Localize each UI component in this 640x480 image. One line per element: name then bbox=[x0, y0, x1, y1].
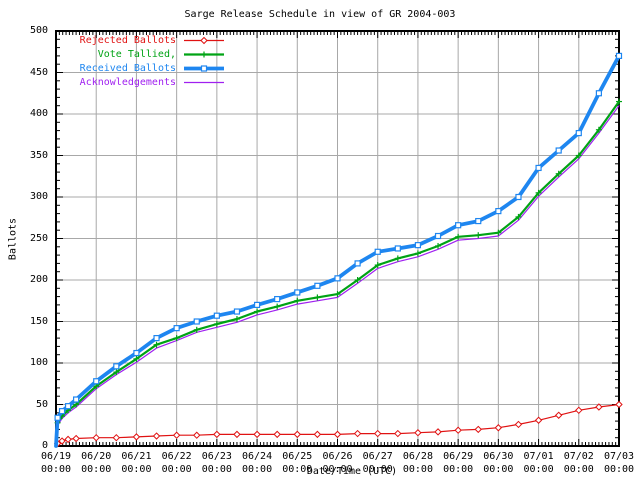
x-tick-time: 00:00 bbox=[40, 464, 72, 475]
x-tick-date: 07/02 bbox=[563, 451, 594, 462]
x-tick-time: 00:00 bbox=[443, 464, 474, 475]
x-axis-label: Date/Time (UTC) bbox=[306, 466, 398, 477]
x-tick-date: 06/21 bbox=[121, 451, 152, 462]
x-tick-time: 00:00 bbox=[242, 464, 273, 475]
x-tick-time: 00:00 bbox=[362, 464, 393, 475]
chart-title: Sarge Release Schedule in view of GR 200… bbox=[184, 9, 456, 20]
legend-item: Rejected Ballots bbox=[76, 34, 224, 47]
x-tick-date: 06/27 bbox=[362, 451, 393, 462]
x-tick-date: 06/25 bbox=[282, 451, 313, 462]
x-tick-label: 07/02 00:00 bbox=[557, 450, 601, 476]
series-rejected-ballots bbox=[53, 400, 623, 448]
series-acknowledgements bbox=[55, 105, 620, 447]
legend-label: Acknowledgements bbox=[79, 77, 176, 88]
legend-item: Acknowledgements bbox=[76, 76, 224, 89]
y-tick-label: 350 bbox=[29, 149, 48, 161]
x-tick-time: 00:00 bbox=[121, 464, 152, 475]
series-vote-tallied bbox=[54, 98, 622, 448]
legend-line-sample bbox=[184, 36, 224, 45]
axis-tics bbox=[55, 30, 620, 447]
x-tick-time: 00:00 bbox=[563, 464, 594, 475]
y-tick-label: 500 bbox=[29, 25, 48, 36]
x-tick-time: 00:00 bbox=[603, 464, 635, 475]
y-tick-label: 450 bbox=[29, 66, 48, 78]
x-tick-label: 06/23 00:00 bbox=[195, 450, 239, 476]
x-tick-date: 07/03 bbox=[603, 451, 635, 462]
x-tick-label: 06/19 00:00 bbox=[34, 450, 78, 476]
x-tick-label: 06/29 00:00 bbox=[436, 450, 480, 476]
x-tick-date: 07/01 bbox=[523, 451, 554, 462]
x-tick-date: 06/29 bbox=[443, 451, 474, 462]
y-tick-label: 0 bbox=[41, 440, 48, 451]
x-tick-date: 06/23 bbox=[201, 451, 232, 462]
x-tick-label: 06/25 00:00 bbox=[275, 450, 319, 476]
x-tick-time: 00:00 bbox=[161, 464, 192, 475]
x-tick-time: 00:00 bbox=[322, 464, 353, 475]
x-tick-label: 06/30 00:00 bbox=[476, 450, 520, 476]
x-tick-time: 00:00 bbox=[483, 464, 514, 475]
x-tick-time: 00:00 bbox=[402, 464, 433, 475]
x-tick-label: 06/27 00:00 bbox=[356, 450, 400, 476]
x-tick-date: 06/30 bbox=[483, 451, 514, 462]
x-tick-label: 07/01 00:00 bbox=[517, 450, 561, 476]
legend-label: Received Ballots bbox=[79, 63, 176, 74]
x-tick-label: 06/20 00:00 bbox=[74, 450, 118, 476]
x-tick-time: 00:00 bbox=[81, 464, 112, 475]
legend-line-sample bbox=[184, 65, 224, 72]
x-tick-date: 06/26 bbox=[322, 451, 353, 462]
y-tick-label: 400 bbox=[29, 108, 48, 119]
legend-label: Rejected Ballots bbox=[79, 35, 176, 46]
y-tick-label: 200 bbox=[29, 274, 48, 285]
y-tick-label: 250 bbox=[29, 232, 48, 244]
x-tick-time: 00:00 bbox=[201, 464, 232, 475]
x-tick-label: 06/21 00:00 bbox=[114, 450, 158, 476]
x-tick-date: 06/20 bbox=[81, 451, 112, 462]
x-tick-date: 06/19 bbox=[40, 451, 72, 462]
x-tick-date: 06/22 bbox=[161, 451, 192, 462]
legend-line-sample bbox=[184, 51, 224, 58]
x-tick-date: 06/24 bbox=[242, 451, 273, 462]
legend-line-sample bbox=[184, 81, 224, 84]
plot-border bbox=[55, 30, 620, 447]
x-tick-label: 06/22 00:00 bbox=[155, 450, 199, 476]
x-tick-time: 00:00 bbox=[282, 464, 313, 475]
x-tick-label: 06/28 00:00 bbox=[396, 450, 440, 476]
legend-item: Vote Tallied, bbox=[76, 48, 224, 61]
x-tick-time: 00:00 bbox=[523, 464, 554, 475]
series-received-ballots bbox=[54, 52, 623, 448]
legend-label: Vote Tallied, bbox=[97, 49, 176, 60]
x-tick-label: 06/24 00:00 bbox=[235, 450, 279, 476]
y-tick-label: 50 bbox=[35, 398, 48, 410]
x-tick-date: 06/28 bbox=[402, 451, 433, 462]
x-tick-label: 06/26 00:00 bbox=[316, 450, 360, 476]
gridlines bbox=[56, 31, 619, 446]
legend-item: Received Ballots bbox=[76, 62, 224, 75]
y-tick-label: 150 bbox=[29, 315, 48, 327]
x-tick-label: 07/03 00:00 bbox=[597, 450, 640, 476]
y-tick-label: 100 bbox=[29, 357, 48, 368]
y-tick-label: 300 bbox=[29, 191, 48, 202]
